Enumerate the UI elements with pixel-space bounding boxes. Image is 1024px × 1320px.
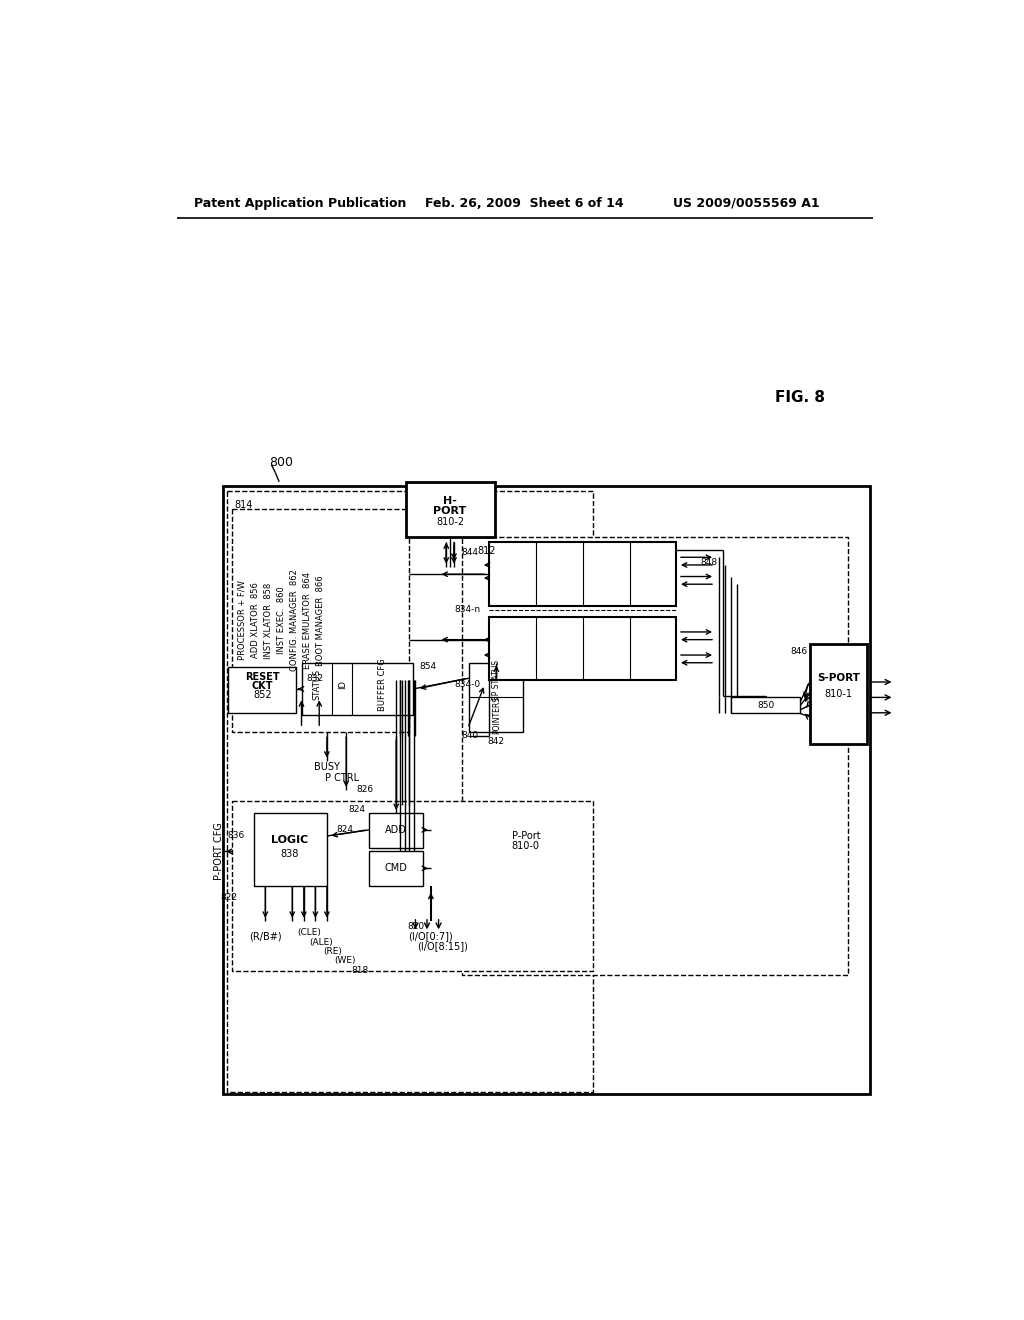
- Bar: [488, 616, 677, 681]
- Text: P-Port: P-Port: [512, 832, 541, 841]
- Bar: [228, 667, 296, 713]
- Text: INST XLATOR  858: INST XLATOR 858: [264, 582, 272, 659]
- Text: EP STATUS: EP STATUS: [492, 660, 501, 700]
- Bar: [254, 813, 327, 886]
- Text: (R/B#): (R/B#): [249, 931, 282, 941]
- Text: (I/O[8:15]): (I/O[8:15]): [417, 941, 468, 952]
- Text: (WE): (WE): [334, 956, 355, 965]
- Bar: [370, 851, 423, 886]
- Text: ID: ID: [338, 680, 347, 689]
- Text: (CLE): (CLE): [297, 928, 322, 937]
- Text: LOGIC: LOGIC: [271, 834, 308, 845]
- Text: CMD: CMD: [385, 863, 408, 874]
- Text: 850: 850: [757, 701, 774, 710]
- Text: 810-0: 810-0: [512, 841, 540, 851]
- Text: US 2009/0055569 A1: US 2009/0055569 A1: [673, 197, 820, 210]
- Text: 852: 852: [253, 690, 271, 700]
- Text: 836: 836: [227, 832, 245, 841]
- Text: FIG. 8: FIG. 8: [775, 389, 825, 405]
- Text: INST EXEC.  860: INST EXEC. 860: [276, 586, 286, 655]
- Text: RESET: RESET: [245, 672, 280, 682]
- Text: ADD XLATOR  856: ADD XLATOR 856: [251, 582, 260, 659]
- Text: 844: 844: [462, 548, 478, 557]
- Bar: [226, 491, 593, 1092]
- Text: PROCESSOR + F/W: PROCESSOR + F/W: [238, 581, 247, 660]
- Text: 824: 824: [336, 825, 353, 834]
- Text: 826: 826: [356, 785, 374, 795]
- Bar: [488, 543, 677, 606]
- Bar: [407, 482, 495, 537]
- Bar: [370, 813, 423, 847]
- Text: 834-0: 834-0: [455, 680, 481, 689]
- Bar: [810, 644, 867, 743]
- Bar: [301, 663, 413, 715]
- Text: ADD: ADD: [385, 825, 408, 834]
- Text: 824: 824: [348, 805, 366, 813]
- Text: 842: 842: [487, 737, 505, 746]
- Text: (ALE): (ALE): [309, 937, 334, 946]
- Text: 820: 820: [407, 923, 424, 932]
- Text: 832: 832: [306, 675, 324, 684]
- Text: (I/O[0:7]): (I/O[0:7]): [409, 931, 454, 941]
- Text: POINTERS: POINTERS: [492, 696, 501, 734]
- Text: (RE): (RE): [324, 946, 342, 956]
- Text: 840: 840: [462, 731, 479, 741]
- Bar: [232, 801, 593, 970]
- Text: 822: 822: [220, 894, 238, 902]
- Bar: [232, 508, 410, 733]
- Text: P-PORT CFG: P-PORT CFG: [214, 822, 224, 880]
- Bar: [223, 486, 869, 1094]
- Text: P CTRL: P CTRL: [326, 774, 359, 783]
- Bar: [469, 663, 523, 733]
- Text: STATUS: STATUS: [312, 669, 322, 700]
- Bar: [731, 697, 801, 713]
- Text: BUSY: BUSY: [314, 762, 340, 772]
- Text: 812: 812: [477, 545, 496, 556]
- Text: 838: 838: [281, 849, 299, 859]
- Bar: [462, 537, 848, 974]
- Text: 810-2: 810-2: [436, 517, 464, 527]
- Text: H-: H-: [443, 496, 457, 506]
- Text: 834-n: 834-n: [455, 605, 481, 614]
- Text: 818: 818: [351, 966, 369, 975]
- Text: 854: 854: [419, 663, 436, 671]
- Text: CONFIG. MANAGER  862: CONFIG. MANAGER 862: [290, 569, 299, 672]
- Text: 846: 846: [791, 647, 808, 656]
- Text: 814: 814: [234, 499, 253, 510]
- Text: 848: 848: [700, 558, 718, 568]
- Text: S-PORT: S-PORT: [817, 673, 859, 684]
- Text: Patent Application Publication: Patent Application Publication: [194, 197, 407, 210]
- Text: PORT: PORT: [433, 506, 467, 516]
- Text: Feb. 26, 2009  Sheet 6 of 14: Feb. 26, 2009 Sheet 6 of 14: [426, 197, 624, 210]
- Text: CKT: CKT: [252, 681, 273, 690]
- Text: 800: 800: [268, 455, 293, 469]
- Text: ERASE EMULATOR  864: ERASE EMULATOR 864: [303, 572, 312, 669]
- Text: BUFFER CFG: BUFFER CFG: [378, 657, 387, 710]
- Text: BOOT MANAGER  866: BOOT MANAGER 866: [316, 576, 326, 665]
- Text: 810-1: 810-1: [824, 689, 852, 698]
